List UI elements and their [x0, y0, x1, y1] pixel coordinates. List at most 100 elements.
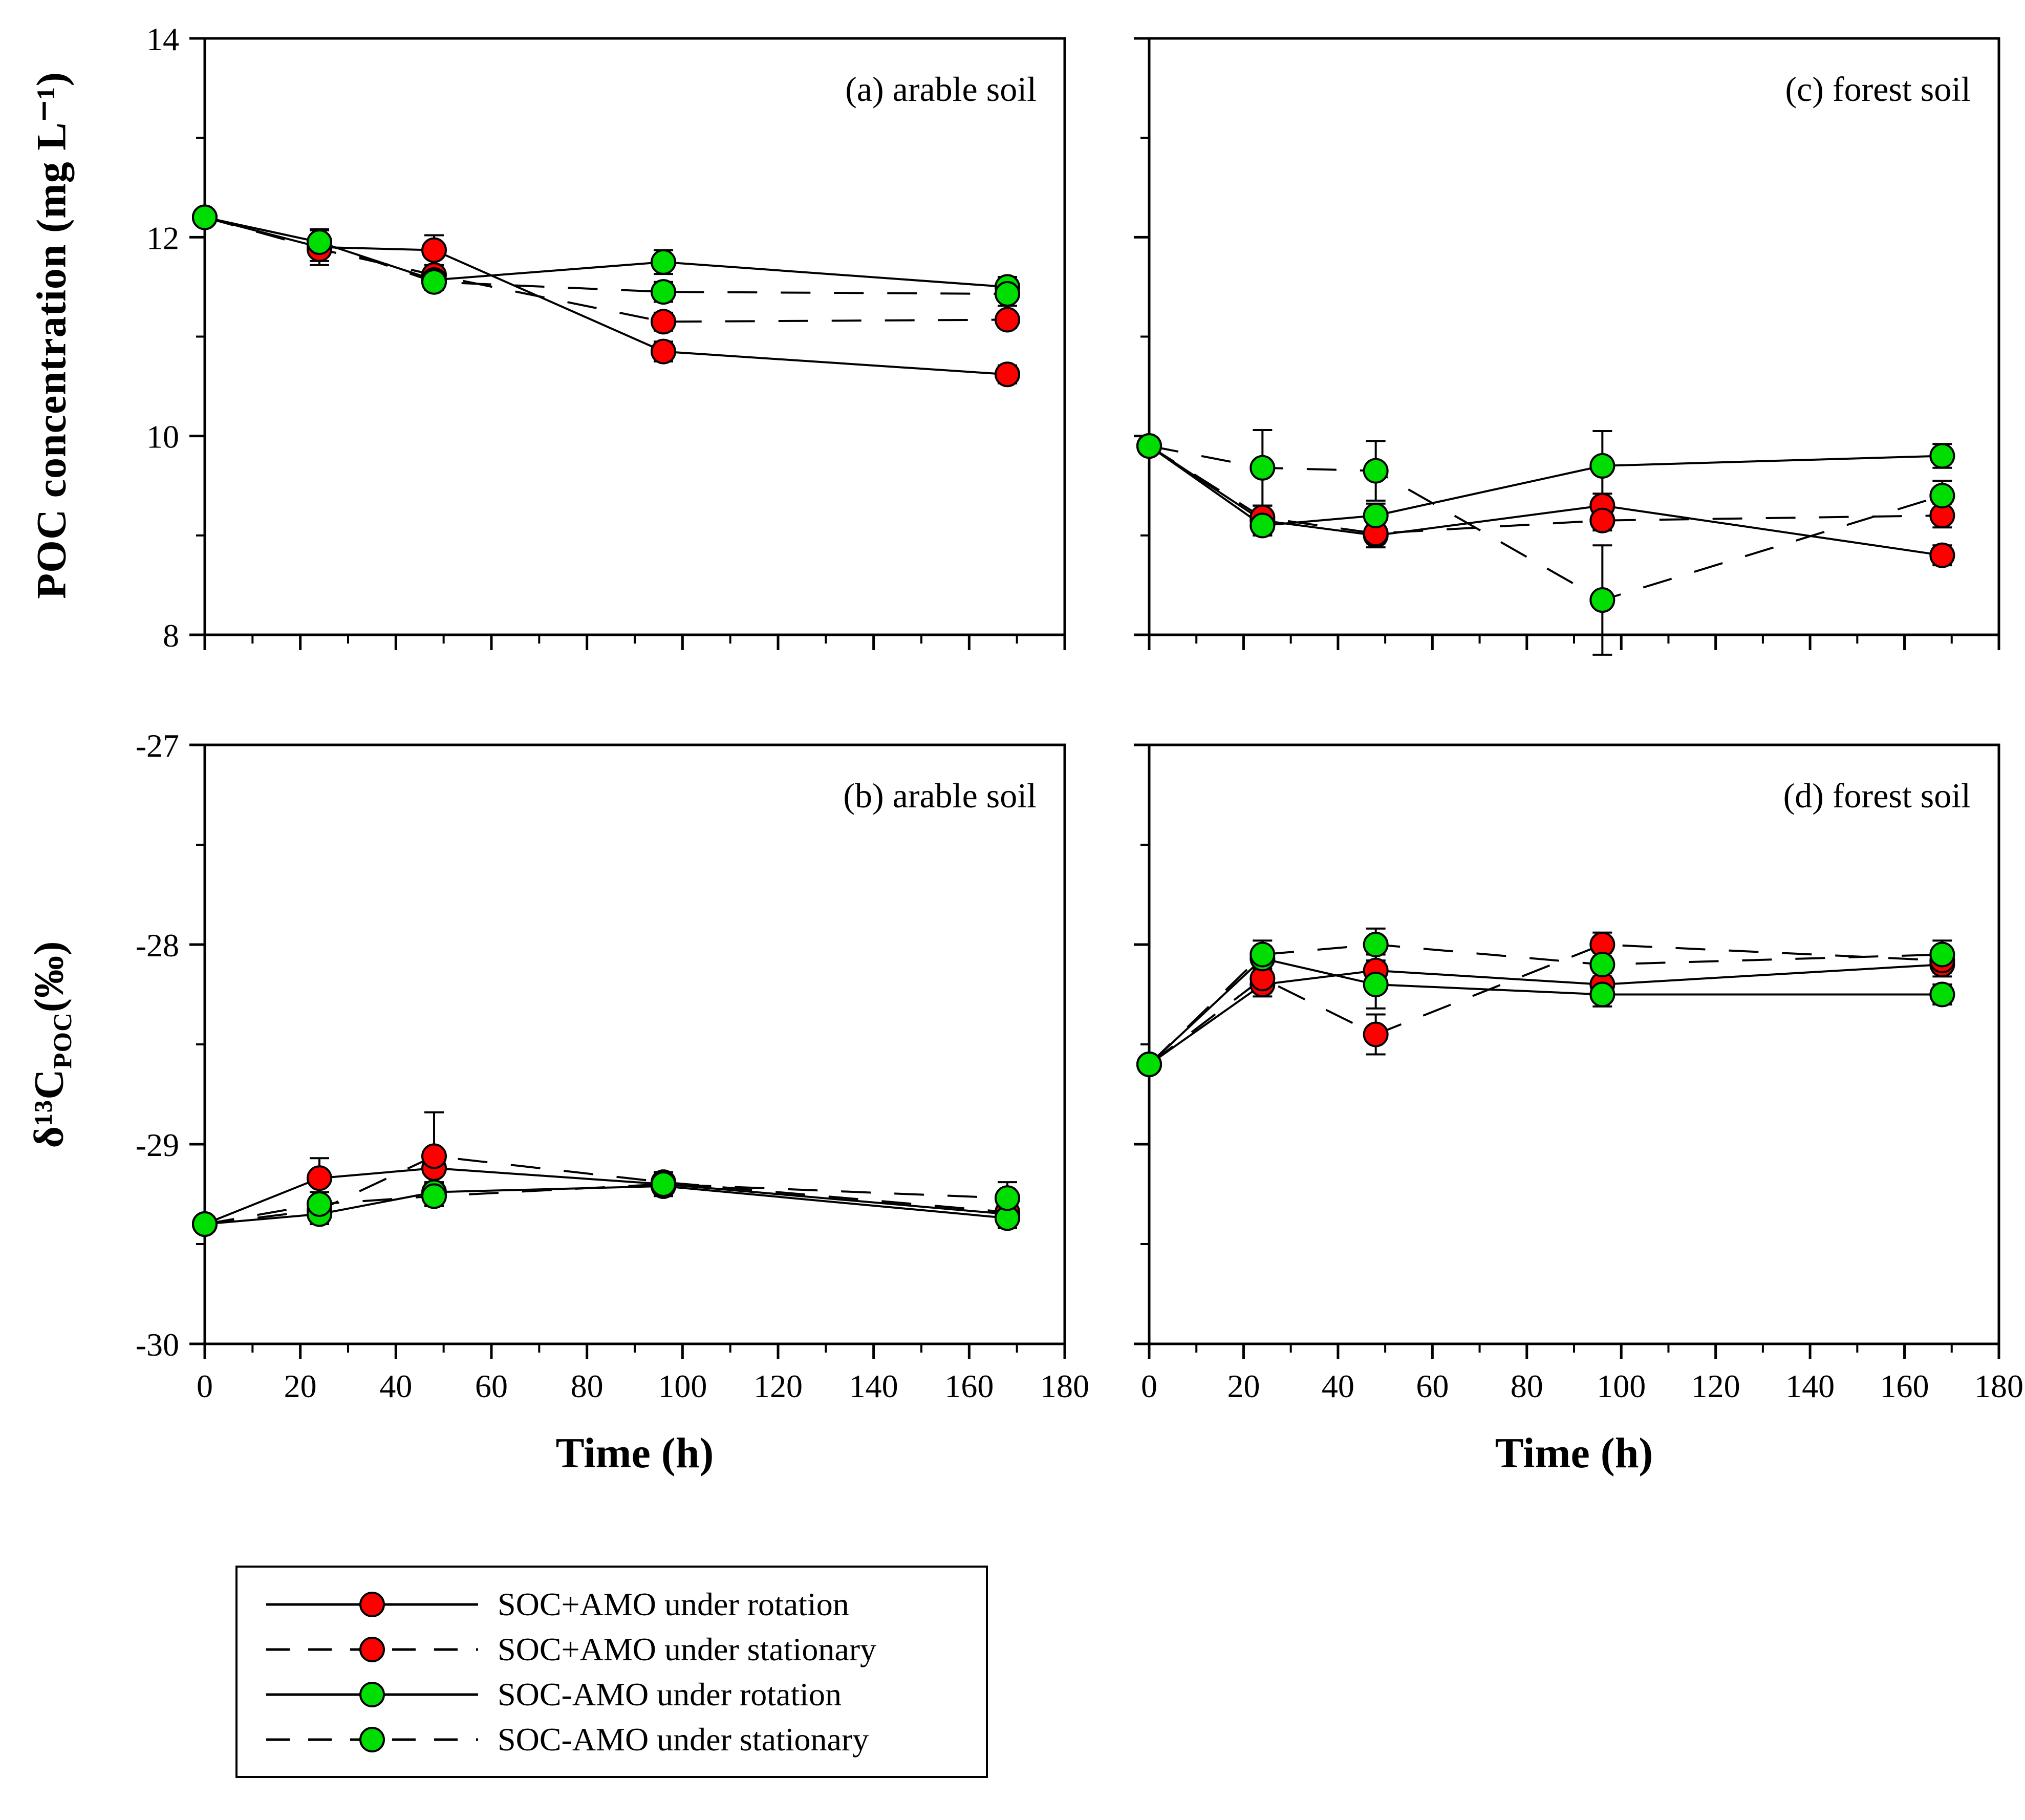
x-tick-label: 60 — [1416, 1368, 1449, 1404]
panel-d: 0 20 40 60 80 100 120 140 160 180 (d) forest soil — [1134, 743, 2023, 1404]
data-point-marker — [421, 269, 447, 295]
plot-frame — [203, 743, 1066, 1345]
d13c-label-pre: δ¹³C — [25, 1068, 72, 1148]
legend-item-soc-minus-amo-stationary: SOC-AMO under stationary — [262, 1717, 976, 1762]
data-line — [1148, 445, 1943, 534]
series-line-soc-amo-under-stationary — [1148, 445, 1943, 534]
legend-label: SOC+AMO under stationary — [498, 1631, 877, 1667]
y-tick-label: 8 — [163, 617, 179, 654]
data-point-marker — [651, 309, 676, 335]
x-tick-label: 160 — [944, 1368, 994, 1404]
x-tick-label: 120 — [753, 1368, 803, 1404]
panel-a: 8 10 12 14 (a) arable soil — [146, 21, 1066, 654]
x-tick-label: 100 — [658, 1368, 707, 1404]
data-point-marker — [651, 279, 676, 305]
data-point-marker — [1589, 453, 1615, 479]
legend-item-soc-plus-amo-rotation: SOC+AMO under rotation — [262, 1582, 976, 1627]
series-markers-soc-amo-under-stationary — [1136, 932, 1955, 1077]
x-tick-label: 80 — [1511, 1368, 1543, 1404]
y-tick-label: -29 — [136, 1127, 179, 1163]
data-point-marker — [1929, 941, 1955, 968]
x-tick-label: 40 — [1322, 1368, 1354, 1404]
x-tick-label: 180 — [1974, 1368, 2023, 1404]
legend-line-sample — [266, 1726, 478, 1752]
x-tick-label: 0 — [197, 1368, 213, 1404]
data-point-marker — [1589, 952, 1615, 977]
data-point-marker — [1589, 587, 1615, 613]
legend-line-sample — [266, 1591, 478, 1617]
x-tick-label: 120 — [1691, 1368, 1740, 1404]
data-point-marker — [1363, 932, 1389, 957]
legend-line-sample — [266, 1681, 478, 1707]
data-point-marker — [421, 1183, 447, 1209]
data-point-marker — [1136, 433, 1162, 459]
data-point-marker — [1250, 512, 1276, 539]
y-tick-label: -27 — [136, 727, 179, 764]
panel-title: (b) arable soil — [843, 776, 1037, 815]
data-point-marker — [651, 249, 676, 275]
data-point-marker — [995, 361, 1020, 388]
y-axis-label-poc: POC concentration (mg L⁻¹) — [28, 72, 75, 599]
data-point-marker — [1136, 1052, 1162, 1077]
legend-sample-marker — [359, 1636, 385, 1662]
series-markers-soc-amo-under-rotation — [1136, 433, 1955, 568]
y-tick-label: 10 — [146, 419, 179, 455]
x-axis-label-right: Time (h) — [1495, 1429, 1653, 1477]
data-point-marker — [1589, 981, 1615, 1008]
data-point-marker — [1363, 972, 1389, 997]
data-point-marker — [1929, 483, 1955, 509]
data-point-marker — [1929, 443, 1955, 469]
d13c-label-sub: POC — [48, 1012, 77, 1069]
legend-item-soc-minus-amo-rotation: SOC-AMO under rotation — [262, 1672, 976, 1717]
x-tick-label: 80 — [571, 1368, 604, 1404]
data-point-marker — [1250, 941, 1276, 968]
legend-item-soc-plus-amo-stationary: SOC+AMO under stationary — [262, 1627, 976, 1672]
legend-line-sample — [266, 1636, 478, 1662]
data-point-marker — [995, 1185, 1020, 1211]
data-point-marker — [995, 307, 1020, 333]
data-point-marker — [1589, 507, 1615, 533]
panel-title: (d) forest soil — [1783, 776, 1971, 815]
x-tick-label: 20 — [1227, 1368, 1260, 1404]
legend: SOC+AMO under rotation SOC+AMO under sta… — [235, 1566, 988, 1778]
data-point-marker — [192, 204, 218, 230]
data-point-marker — [1363, 503, 1389, 528]
x-tick-label: 180 — [1040, 1368, 1089, 1404]
panel-title: (a) arable soil — [845, 70, 1037, 109]
d13c-label-post: (‰) — [25, 940, 72, 1013]
data-point-marker — [192, 1211, 218, 1237]
legend-label: SOC-AMO under rotation — [498, 1676, 842, 1712]
legend-label: SOC+AMO under rotation — [498, 1586, 849, 1622]
series-markers-soc-amo-under-stationary — [192, 1171, 1020, 1237]
x-tick-label: 60 — [475, 1368, 508, 1404]
legend-label: SOC-AMO under stationary — [498, 1721, 869, 1758]
plot-frame — [203, 37, 1066, 636]
panel-title: (c) forest soil — [1785, 70, 1971, 109]
series-markers-soc-amo-under-stationary — [192, 204, 1020, 335]
y-tick-label: -30 — [136, 1326, 179, 1363]
x-tick-label: 100 — [1597, 1368, 1646, 1404]
legend-sample-marker — [359, 1591, 385, 1617]
x-tick-label: 140 — [849, 1368, 898, 1404]
data-point-marker — [421, 237, 447, 263]
data-point-marker — [307, 229, 332, 255]
x-tick-label: 20 — [284, 1368, 317, 1404]
y-tick-label: 12 — [146, 220, 179, 256]
y-tick-label: -28 — [136, 927, 179, 963]
plot-frame — [1148, 743, 2000, 1345]
y-tick-label: 14 — [146, 21, 179, 57]
x-tick-label: 40 — [379, 1368, 412, 1404]
panel-c: (c) forest soil — [1134, 37, 2000, 656]
x-tick-label: 0 — [1141, 1368, 1157, 1404]
data-point-marker — [1250, 455, 1276, 481]
data-point-marker — [1929, 981, 1955, 1008]
data-point-marker — [307, 1165, 332, 1191]
series-markers-soc-amo-under-stationary — [192, 204, 1020, 307]
data-point-marker — [1363, 458, 1389, 484]
x-tick-label: 160 — [1880, 1368, 1929, 1404]
legend-sample-marker — [359, 1726, 385, 1752]
series-markers-soc-amo-under-stationary — [1136, 433, 1955, 613]
y-axis-label-d13c: δ¹³CPOC(‰) — [25, 941, 77, 1148]
